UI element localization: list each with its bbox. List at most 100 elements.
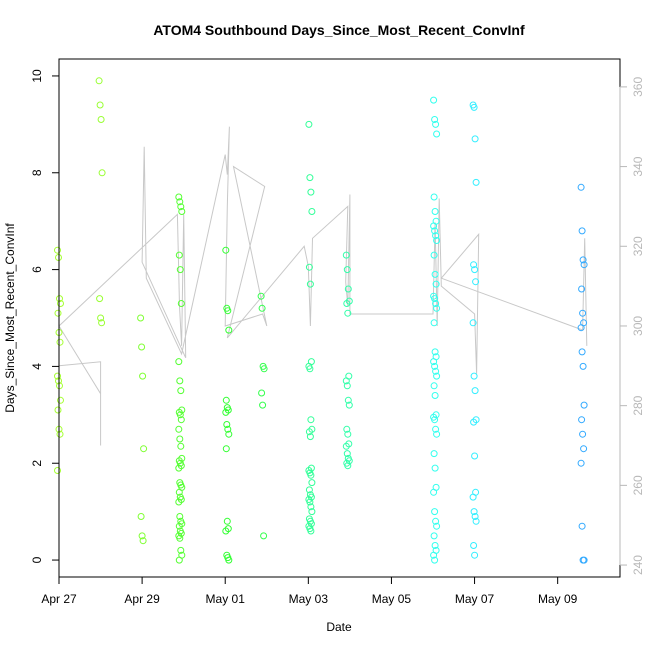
data-point: [308, 479, 316, 487]
x-axis-label: Date: [326, 620, 352, 634]
data-point: [579, 430, 587, 438]
data-point: [222, 408, 230, 416]
data-point: [139, 537, 147, 545]
data-point: [222, 396, 230, 404]
data-point: [138, 343, 146, 351]
data-point: [580, 445, 588, 453]
data-point: [176, 513, 184, 520]
data-point: [430, 532, 438, 540]
chart-title: ATOM4 Southbound Days_Since_Most_Recent_…: [153, 22, 525, 38]
data-point: [471, 513, 479, 520]
data-point: [431, 416, 439, 424]
data-point: [177, 442, 185, 450]
data-point: [578, 227, 586, 235]
data-point: [176, 198, 184, 206]
series-6: [305, 120, 316, 535]
data-point: [225, 430, 233, 438]
data-point: [344, 396, 352, 404]
data-point: [431, 464, 439, 472]
data-point: [307, 416, 315, 424]
data-point: [342, 377, 350, 385]
data-point: [305, 428, 313, 436]
data-point: [307, 471, 315, 479]
data-point: [430, 551, 438, 559]
series-1: [95, 77, 106, 327]
data-point: [175, 193, 183, 201]
y-axis: 0 2 4 6 8 10: [30, 69, 60, 563]
data-point: [224, 307, 232, 315]
right-tick-label: 320: [631, 236, 645, 256]
data-point: [431, 227, 439, 235]
data-point: [96, 101, 104, 109]
data-point: [175, 464, 183, 472]
data-point: [98, 169, 106, 177]
data-point: [470, 508, 478, 516]
data-point: [260, 365, 268, 373]
y-axis-right: 240 260 280 300 320 340 360: [619, 77, 645, 575]
data-point: [306, 280, 314, 288]
data-point: [306, 365, 314, 373]
data-point: [433, 430, 441, 438]
data-point: [177, 387, 185, 395]
data-point: [97, 314, 105, 322]
data-point: [472, 178, 480, 186]
data-point: [578, 416, 586, 424]
x-tick-label: May 05: [372, 592, 412, 606]
data-point: [430, 193, 438, 201]
data-point: [431, 348, 439, 356]
y-axis-label: Days_Since_Most_Recent_ConvInf: [3, 223, 17, 413]
x-tick-label: Apr 27: [41, 592, 77, 606]
y-tick-label: 0: [30, 556, 44, 563]
data-point: [430, 382, 438, 390]
data-point: [223, 517, 231, 525]
series-4: [222, 246, 233, 564]
data-point: [54, 467, 61, 474]
data-point: [305, 486, 313, 494]
right-tick-label: 240: [631, 555, 645, 575]
data-point: [578, 522, 586, 530]
data-point: [257, 292, 265, 300]
data-point: [431, 208, 439, 215]
data-point: [430, 222, 438, 230]
data-point: [432, 232, 440, 240]
series-10: [577, 183, 588, 564]
data-point: [431, 116, 439, 123]
data-point: [176, 435, 184, 443]
series-2: [137, 314, 148, 545]
data-point: [430, 251, 438, 259]
data-point: [577, 183, 585, 191]
data-point: [433, 522, 441, 530]
data-point: [432, 425, 440, 433]
data-point: [578, 285, 586, 293]
data-point: [470, 103, 478, 111]
data-point: [343, 450, 351, 458]
data-point: [433, 237, 441, 244]
data-point: [472, 517, 480, 525]
y-tick-label: 2: [30, 460, 44, 467]
data-point: [225, 556, 233, 564]
data-point: [344, 430, 352, 438]
data-point: [343, 300, 351, 307]
data-point: [343, 425, 351, 433]
data-point: [471, 266, 479, 274]
data-point: [430, 319, 438, 327]
data-point: [342, 251, 350, 259]
data-point: [580, 261, 588, 269]
data-point: [175, 488, 183, 496]
data-point: [579, 309, 587, 317]
data-point: [139, 372, 147, 380]
data-point: [471, 387, 479, 395]
data-point: [54, 372, 61, 380]
data-point: [430, 358, 438, 366]
x-tick-label: Apr 29: [124, 592, 160, 606]
data-point: [470, 418, 478, 426]
data-point: [344, 462, 352, 470]
data-point: [342, 442, 350, 450]
data-point: [432, 280, 440, 288]
data-point: [56, 338, 64, 346]
data-point: [470, 372, 478, 380]
data-point: [95, 77, 103, 85]
y-tick-label: 10: [30, 69, 44, 83]
right-tick-label: 360: [631, 77, 645, 97]
data-point: [225, 326, 233, 334]
